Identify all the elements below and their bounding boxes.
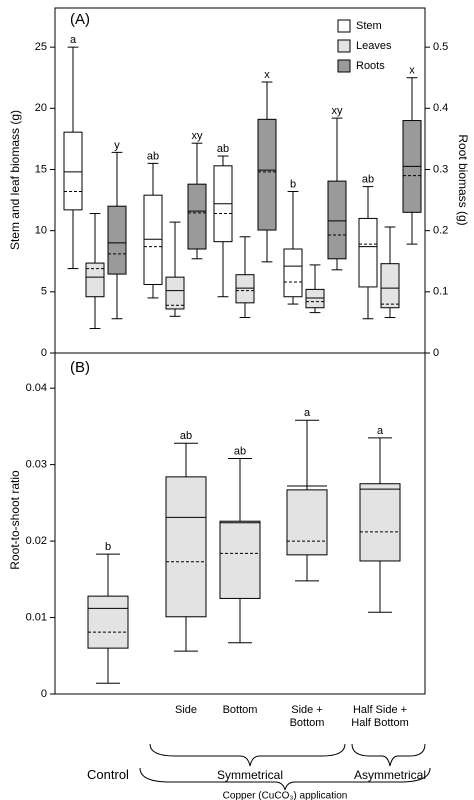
y2-tick-label: 0.5 bbox=[433, 41, 448, 53]
y2-tick-label: 0.2 bbox=[433, 225, 448, 237]
significance-letter: xy bbox=[192, 130, 204, 142]
group-label: Symmetrical bbox=[217, 768, 283, 782]
box bbox=[358, 217, 378, 288]
legend-label: Leaves bbox=[356, 40, 392, 52]
y-tick-label: 0 bbox=[41, 688, 47, 700]
significance-letter: ab bbox=[234, 445, 246, 457]
significance-letter: ab bbox=[147, 150, 159, 162]
x-axis-label: Copper (CuCO₃) application bbox=[223, 791, 348, 800]
box bbox=[380, 263, 400, 309]
x-tick-label: Side + Bottom bbox=[289, 704, 325, 729]
box bbox=[85, 262, 105, 298]
box bbox=[235, 274, 255, 304]
y2-tick-label: 0.3 bbox=[433, 163, 448, 175]
legend-label: Roots bbox=[356, 60, 385, 72]
significance-letter: a bbox=[377, 425, 384, 437]
box bbox=[286, 489, 328, 556]
box bbox=[283, 248, 303, 298]
brace bbox=[139, 767, 431, 791]
significance-letter: ab bbox=[217, 143, 229, 155]
significance-letter: x bbox=[264, 69, 270, 81]
y-axis-label: Stem and leaf biomass (g) bbox=[8, 110, 22, 250]
significance-letter: y bbox=[114, 139, 120, 151]
panel-frame bbox=[54, 352, 426, 695]
significance-letter: b bbox=[105, 541, 111, 553]
y-axis-label: Root-to-shoot ratio bbox=[8, 470, 22, 570]
y-tick-label: 0.03 bbox=[26, 459, 47, 471]
x-tick-label: Control bbox=[87, 767, 129, 782]
y2-tick-label: 0.1 bbox=[433, 286, 448, 298]
box bbox=[219, 520, 261, 599]
significance-letter: ab bbox=[362, 174, 374, 186]
box bbox=[165, 476, 207, 618]
panel-label: (B) bbox=[70, 359, 90, 376]
y-tick-label: 20 bbox=[35, 102, 47, 114]
group-label: Asymmetrical bbox=[354, 768, 426, 782]
significance-letter: a bbox=[304, 407, 311, 419]
y-tick-label: 0.01 bbox=[26, 611, 47, 623]
brace bbox=[149, 743, 346, 767]
significance-letter: ab bbox=[180, 430, 192, 442]
panel-label: (A) bbox=[70, 11, 90, 28]
box bbox=[257, 118, 277, 231]
box bbox=[63, 131, 83, 211]
significance-letter: b bbox=[290, 178, 296, 190]
y2-tick-label: 0.4 bbox=[433, 102, 448, 114]
box bbox=[187, 183, 207, 250]
y-tick-label: 15 bbox=[35, 163, 47, 175]
y-tick-label: 0.02 bbox=[26, 535, 47, 547]
box bbox=[165, 276, 185, 310]
y2-axis-label: Root biomass (g) bbox=[456, 134, 470, 225]
y-tick-label: 0 bbox=[41, 347, 47, 359]
box bbox=[87, 595, 129, 649]
x-tick-label: Bottom bbox=[222, 704, 258, 716]
box bbox=[107, 205, 127, 275]
box bbox=[143, 194, 163, 285]
x-tick-label: Half Side + Half Bottom bbox=[351, 704, 409, 729]
box bbox=[359, 483, 401, 562]
significance-letter: xy bbox=[332, 105, 344, 117]
brace bbox=[351, 743, 426, 767]
box bbox=[305, 288, 325, 309]
legend-swatch bbox=[337, 39, 351, 53]
box bbox=[327, 180, 347, 260]
y-tick-label: 25 bbox=[35, 41, 47, 53]
y-tick-label: 5 bbox=[41, 286, 47, 298]
y2-tick-label: 0 bbox=[433, 347, 439, 359]
legend-swatch bbox=[337, 19, 351, 33]
legend-swatch bbox=[337, 59, 351, 73]
y-tick-label: 10 bbox=[35, 225, 47, 237]
significance-letter: a bbox=[70, 34, 77, 46]
y-tick-label: 0.04 bbox=[26, 382, 47, 394]
legend-label: Stem bbox=[356, 20, 382, 32]
significance-letter: x bbox=[409, 65, 415, 77]
x-tick-label: Side bbox=[174, 704, 198, 716]
